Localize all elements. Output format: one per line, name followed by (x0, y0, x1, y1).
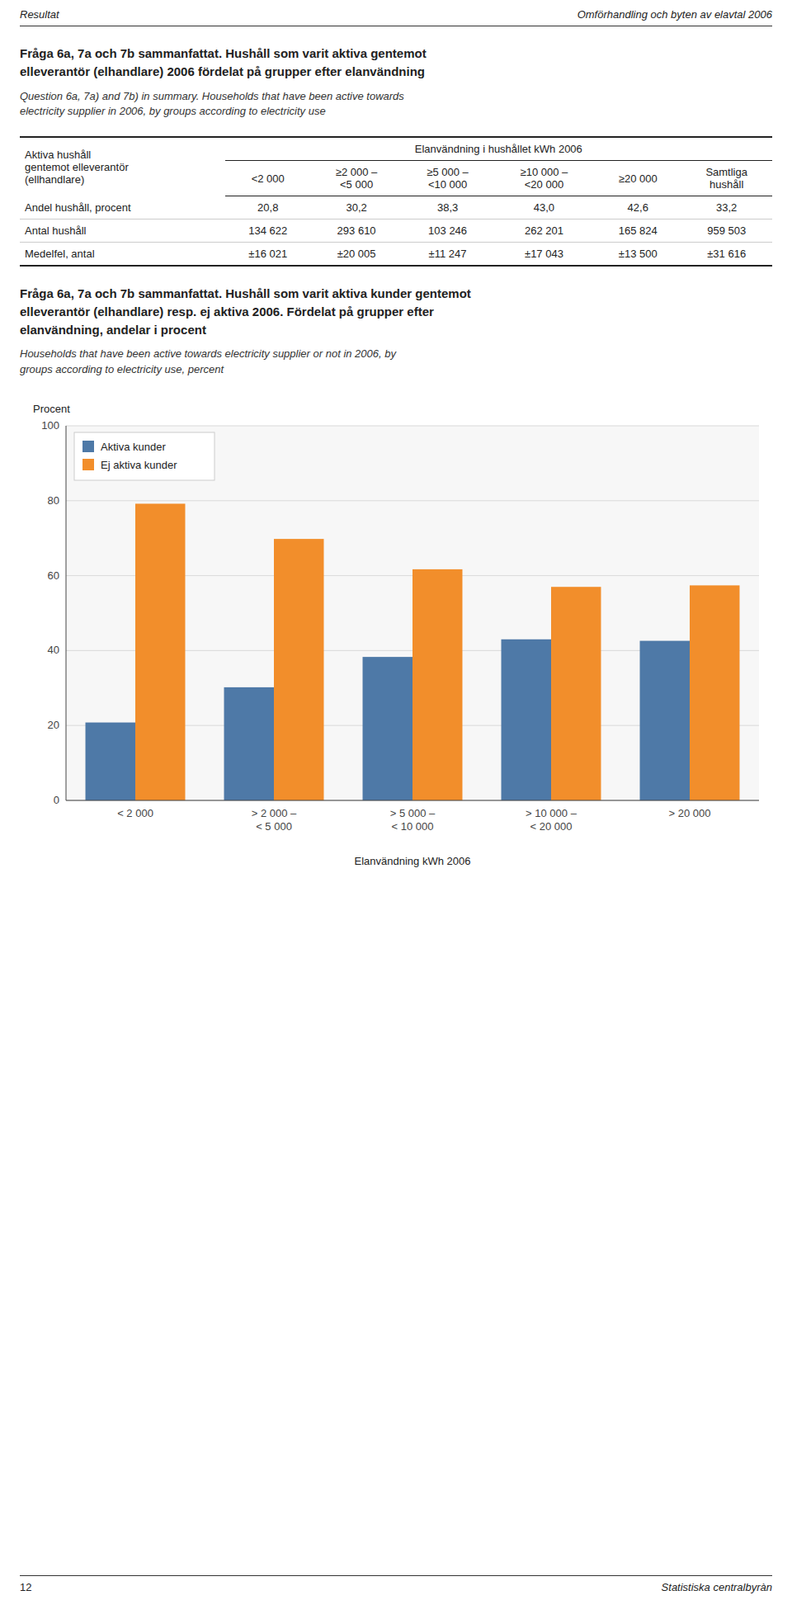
grid-line (66, 499, 759, 501)
x-tick-label: > 20 000 (669, 806, 712, 820)
grid-line (66, 800, 759, 802)
header-row: Aktiva hushåll gentemot elleverantör (el… (19, 136, 773, 161)
table-cell: 262 201 (493, 219, 595, 243)
y-axis-label: Procent (33, 402, 71, 415)
table-head: Aktiva hushåll gentemot elleverantör (el… (19, 136, 773, 197)
row-header: Aktiva hushåll gentemot elleverantör (el… (19, 136, 226, 197)
grid-line (66, 425, 759, 427)
bar (363, 656, 413, 801)
legend-label: Aktiva kunder (100, 440, 166, 453)
bar (689, 585, 740, 802)
bar (640, 641, 690, 801)
table-row: Antal hushåll134 622293 610103 246262 20… (19, 219, 773, 243)
column-header: ≥5 000 – <10 000 (401, 160, 493, 197)
table-cell: 38,3 (401, 196, 493, 220)
legend-swatch (82, 440, 95, 453)
y-tick-label: 0 (53, 793, 60, 807)
page: Resultat Omförhandling och byten av elavt… (0, 0, 792, 1600)
table-cell: 43,0 (493, 196, 595, 220)
bar (273, 538, 324, 801)
data-table: Aktiva hushåll gentemot elleverantör (el… (19, 136, 773, 267)
plot-background (66, 425, 759, 801)
page-header: Resultat Omförhandling och byten av elavt… (19, 0, 773, 27)
y-tick-label: 40 (47, 644, 60, 657)
table-cell: 20,8 (225, 196, 312, 220)
y-axis-line (66, 425, 67, 801)
table-title: Fråga 6a, 7a och 7b sammanfattat. Hushål… (19, 44, 773, 81)
page-footer: 12 Statistiska centralbyràn (19, 1574, 773, 1594)
y-tick-label: 60 (47, 569, 60, 582)
x-axis-line (66, 800, 759, 802)
footer-left: 12 (19, 1580, 32, 1594)
table-cell: 30,2 (311, 196, 402, 220)
column-header: ≥10 000 – <20 000 (493, 160, 595, 197)
x-axis-label: Elanvändning kWh 2006 (354, 854, 472, 868)
table-cell: 293 610 (311, 219, 402, 243)
legend-swatch (82, 458, 95, 471)
column-header: ≥2 000 – <5 000 (311, 160, 402, 197)
bar (501, 639, 552, 801)
table-cell: ±16 021 (225, 242, 312, 267)
legend-box (74, 432, 215, 481)
bar (412, 569, 462, 801)
bar (135, 504, 185, 802)
bar-chart: 0 20 40 60 80 100 < 2 000 > 2 000 –< 5 000 > 5 0… (19, 392, 773, 880)
table-body: Andel hushåll, procent20,830,238,343,042… (19, 196, 773, 267)
table-cell: ±17 043 (493, 242, 595, 267)
column-header: ≥20 000 (594, 160, 681, 197)
bar (551, 586, 601, 801)
column-header-row: <2 000≥2 000 – <5 000≥5 000 – <10 000≥10… (19, 160, 773, 197)
table-cell: ±11 247 (401, 242, 493, 267)
column-header: <2 000 (225, 160, 312, 197)
x-tick-label: > 10 000 –< 20 000 (525, 806, 578, 833)
table-cell: 165 824 (594, 219, 681, 243)
y-tick-label: 100 (41, 419, 60, 432)
legend-label: Ej aktiva kunder (100, 458, 178, 472)
header-right: Omförhandling och byten av elavtal 2006 (577, 8, 773, 21)
table-cell: ±20 005 (311, 242, 402, 267)
chart-title: Fråga 6a, 7a och 7b sammanfattat. Hushål… (19, 284, 773, 339)
table-cell: ±13 500 (594, 242, 681, 267)
row-label: Antal hushåll (19, 219, 226, 243)
bar (85, 722, 136, 801)
y-tick-label: 20 (47, 718, 60, 731)
x-tick-label: > 2 000 –< 5 000 (251, 806, 297, 833)
header-left: Resultat (19, 8, 60, 21)
bars (85, 504, 741, 802)
table-cell: 42,6 (594, 196, 681, 220)
table-cell: 33,2 (680, 196, 773, 220)
span-header: Elanvändning i hushållet kWh 2006 (225, 136, 773, 161)
table-row: Medelfel, antal±16 021±20 005±11 247±17 … (19, 242, 773, 267)
column-header: Samtliga hushåll (680, 160, 773, 197)
table-cell: 103 246 (401, 219, 493, 243)
table-cell: ±31 616 (680, 242, 773, 267)
bar (224, 687, 274, 801)
legend: Aktiva kunder Ej aktiva kunder (74, 432, 215, 481)
table-row: Andel hushåll, procent20,830,238,343,042… (19, 196, 773, 220)
table-subtitle: Question 6a, 7a) and 7b) in summary. Hou… (19, 89, 773, 121)
row-label: Andel hushåll, procent (19, 196, 226, 220)
footer-right: Statistiska centralbyràn (661, 1580, 773, 1594)
row-label: Medelfel, antal (19, 242, 226, 267)
x-tick-label: < 2 000 (117, 806, 154, 820)
y-tick-label: 80 (47, 494, 60, 507)
chart-subtitle: Households that have been active towards… (19, 346, 773, 378)
table-cell: 959 503 (680, 219, 773, 243)
x-tick-label: > 5 000 –< 10 000 (390, 806, 436, 833)
table-cell: 134 622 (225, 219, 312, 243)
